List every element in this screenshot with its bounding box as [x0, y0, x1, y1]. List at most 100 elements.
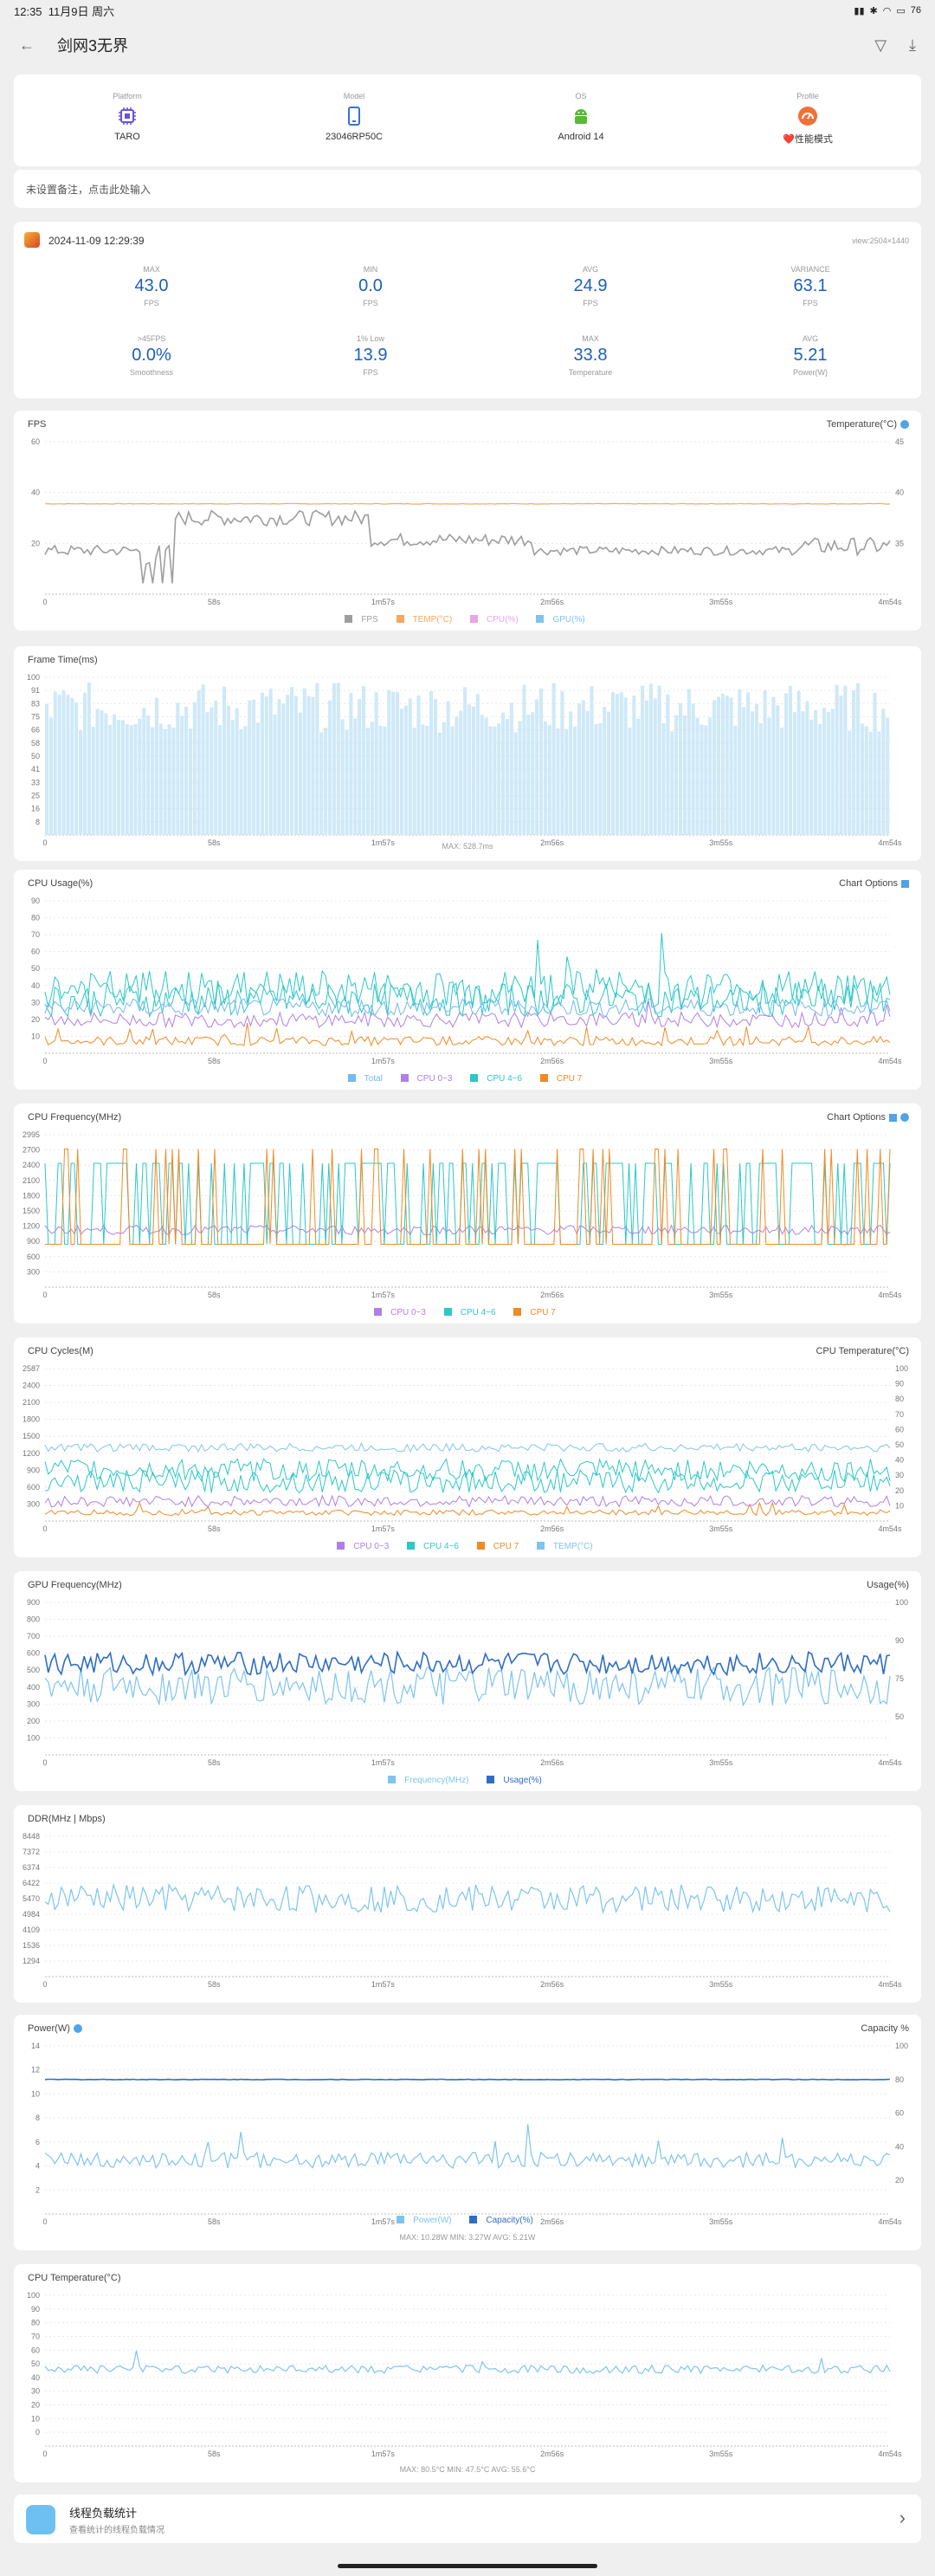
- legend-temp[interactable]: TEMP(°C): [536, 1542, 598, 1551]
- download-icon[interactable]: ⤓: [909, 36, 916, 54]
- stat-avg-fps: AVG 24.9 FPS: [504, 265, 677, 307]
- frame-bar: [644, 700, 649, 835]
- y-tick-label: 4984: [23, 1910, 40, 1919]
- legend-cpu[interactable]: CPU(%): [470, 615, 524, 625]
- legend-power[interactable]: Power(W): [397, 2216, 456, 2225]
- legend-total[interactable]: Total: [347, 1074, 388, 1084]
- frame-bar: [433, 698, 438, 835]
- y-tick-label: 83: [31, 699, 40, 708]
- chart-legend: Frequency(MHz) Usage(%): [14, 1776, 921, 1785]
- panel-footer: MAX: 10.28W MIN: 3.27W AVG: 5.21W: [399, 2233, 536, 2242]
- cpu03-line: [44, 1494, 891, 1508]
- legend-cpu03[interactable]: CPU 0~3: [337, 1542, 394, 1551]
- filter-icon[interactable]: ▽: [874, 36, 887, 54]
- legend-usage[interactable]: Usage(%): [487, 1776, 546, 1785]
- legend-label: TEMP(°C): [552, 1542, 593, 1551]
- panel-title: DDR(MHz | Mbps): [28, 1814, 106, 1824]
- legend-capacity[interactable]: Capacity(%): [469, 2216, 538, 2225]
- frame-bar: [725, 695, 729, 835]
- frame-bar: [158, 723, 163, 835]
- legend-cpu46[interactable]: CPU 4~6: [470, 1074, 527, 1084]
- frame-bar: [814, 709, 818, 835]
- y-tick-label: 41: [31, 765, 40, 773]
- frame-bar: [488, 726, 493, 835]
- legend-label: CPU 7: [556, 1074, 583, 1084]
- frame-bar: [248, 700, 252, 835]
- y-tick-label: 60: [31, 437, 40, 446]
- stat-key: >45FPS: [137, 334, 166, 343]
- platform-key: Platform: [113, 92, 142, 100]
- chart-options[interactable]: Chart Options: [839, 878, 909, 889]
- legend-cpu7[interactable]: CPU 7: [476, 1542, 524, 1551]
- frame-bar: [657, 685, 661, 835]
- frame-bar: [632, 696, 636, 835]
- stat-min-fps: MIN 0.0 FPS: [284, 265, 457, 307]
- frame-bar: [61, 690, 66, 835]
- options-icon: [901, 879, 909, 888]
- legend-gpu[interactable]: GPU(%): [536, 615, 590, 625]
- battery-icon: ▭: [896, 5, 906, 16]
- frame-bar: [564, 728, 569, 835]
- frame-bar: [48, 717, 53, 835]
- frame-bar: [518, 721, 522, 835]
- y-right-tick-label: 10: [895, 1501, 904, 1510]
- x-tick-label: 4m54s: [878, 2217, 902, 2226]
- legend-cpu03[interactable]: CPU 0~3: [400, 1074, 458, 1084]
- legend-frequency[interactable]: Frequency(MHz): [388, 1776, 474, 1785]
- frame-bar: [848, 730, 852, 835]
- legend-cpu7[interactable]: CPU 7: [539, 1074, 587, 1084]
- chart-canvas: 60 40 20 45 40 35 0 58s 1m57s 2m56s 3m55s 4m54s: [31, 437, 904, 606]
- x-tick-label: 1m57s: [371, 1291, 396, 1299]
- frame-bar: [839, 695, 843, 835]
- note-card[interactable]: 未设置备注，点击此处输入: [14, 170, 921, 208]
- legend-cpu46[interactable]: CPU 4~6: [407, 1542, 464, 1551]
- x-tick-label: 4m54s: [878, 1057, 902, 1065]
- y-tick-label: 800: [27, 1615, 40, 1624]
- y-tick-label: 40: [31, 981, 40, 990]
- panel-title: Frame Time(ms): [28, 655, 98, 665]
- frame-bar: [463, 687, 468, 835]
- frame-bar: [370, 722, 374, 835]
- fps-panel: 60 40 20 45 40 35 0 58s 1m57s 2m56s 3m55s 4m54s FPS…: [14, 411, 921, 631]
- stat-value: 13.9: [353, 346, 388, 365]
- frame-bar: [767, 717, 771, 835]
- chart-legend: Power(W) Capacity(%): [14, 2216, 921, 2225]
- x-tick-label: 58s: [208, 1057, 221, 1065]
- y-tick-label: 91: [31, 686, 40, 695]
- frame-bar: [336, 683, 340, 835]
- x-tick-label: 2m56s: [540, 1980, 564, 1989]
- frame-bar: [691, 703, 695, 835]
- frame-bar: [526, 714, 531, 835]
- stat-key: MAX: [582, 334, 599, 343]
- frame-bar: [243, 726, 248, 835]
- legend-fps[interactable]: FPS: [345, 615, 383, 625]
- y-tick-label: 1200: [23, 1222, 40, 1231]
- legend-cpu7[interactable]: CPU 7: [513, 1308, 560, 1317]
- y-tick-label: 25: [31, 792, 40, 800]
- x-tick-label: 2m56s: [540, 1291, 564, 1299]
- frame-bar: [556, 728, 560, 835]
- frame-bar: [788, 685, 792, 835]
- legend-cpu46[interactable]: CPU 4~6: [443, 1308, 501, 1317]
- home-indicator[interactable]: [338, 2564, 597, 2568]
- legend-temp[interactable]: TEMP(°C): [396, 615, 458, 625]
- y-tick-label: 12: [31, 2066, 40, 2074]
- x-tick-label: 58s: [208, 598, 221, 606]
- back-arrow-icon[interactable]: ←: [19, 36, 35, 54]
- frame-bar: [826, 711, 830, 835]
- cpu03-line: [44, 1224, 891, 1236]
- chart-options[interactable]: Chart Options: [827, 1112, 909, 1123]
- total-line: [44, 998, 891, 1018]
- legend-cpu03[interactable]: CPU 0~3: [374, 1308, 431, 1317]
- y-tick-label: 30: [31, 2387, 40, 2396]
- info-icon[interactable]: [73, 2024, 82, 2034]
- stat-value: 43.0: [134, 276, 169, 295]
- thread-load-row[interactable]: 线程负载统计 查看统计的线程负载情况 ›: [14, 2495, 921, 2543]
- y-tick-label: 200: [27, 1717, 40, 1725]
- y-tick-label: 4: [35, 2162, 40, 2171]
- frame-bar: [74, 702, 79, 835]
- stat-value: 0.0%: [132, 346, 171, 365]
- frame-bar: [636, 718, 641, 835]
- info-icon[interactable]: [900, 420, 909, 430]
